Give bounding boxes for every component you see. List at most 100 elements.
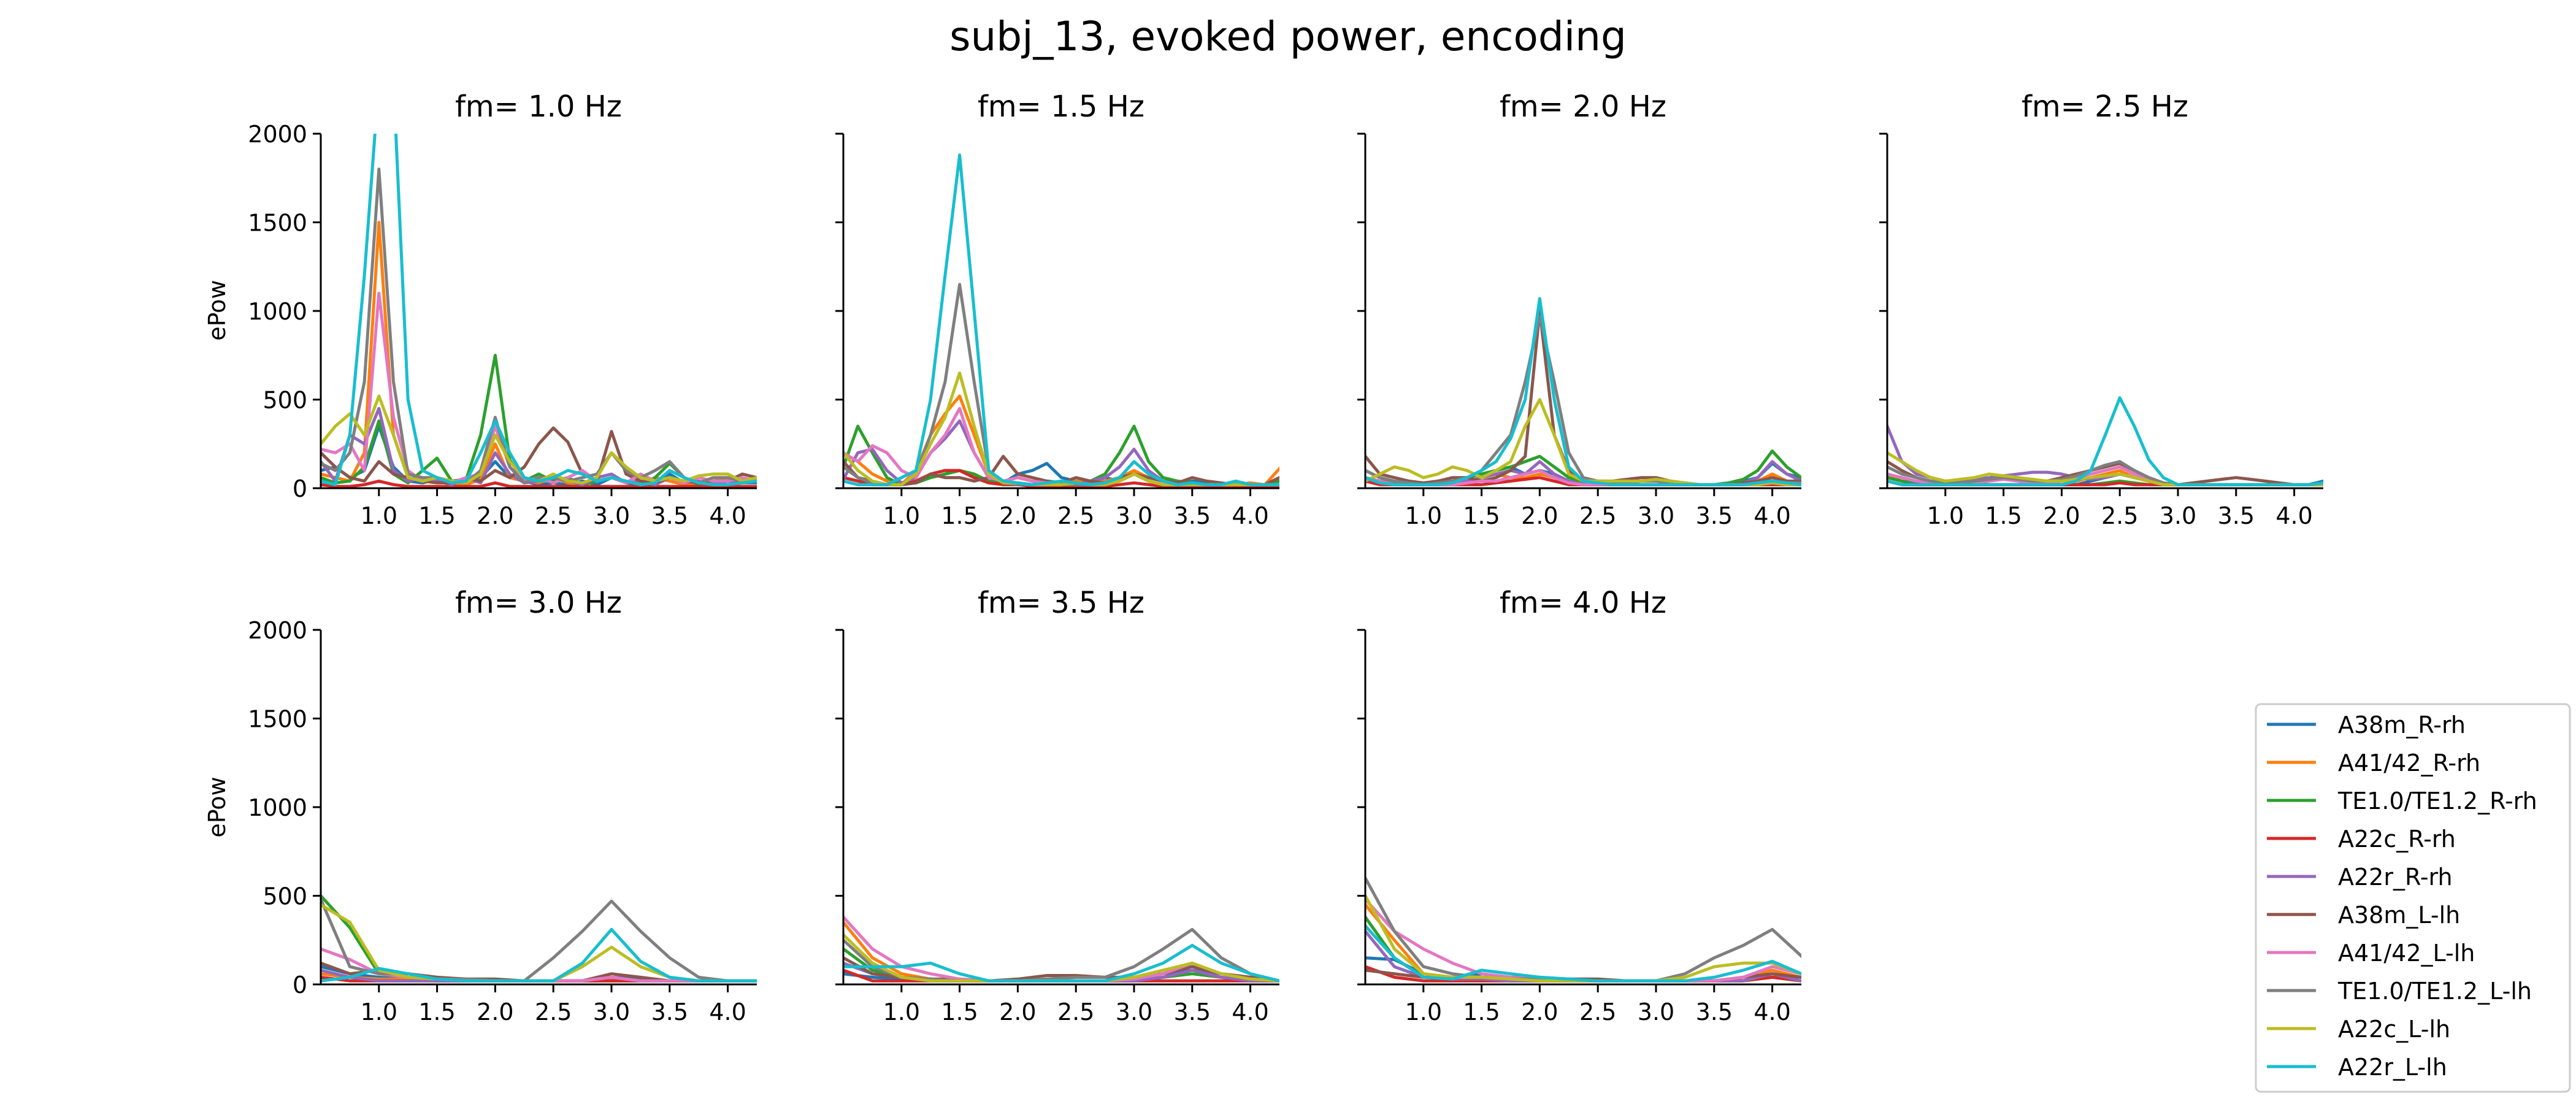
series-line	[1365, 297, 1801, 486]
series-line	[1365, 398, 1801, 486]
y-tick-label: 2000	[248, 121, 307, 148]
axes: 1.0 1.5 2.0 2.5 3.0 3.5 4.0	[835, 629, 1279, 1025]
series-line	[843, 394, 1279, 486]
series-lines	[1887, 396, 2323, 486]
axes: 1.0 1.5 2.0 2.5 3.0 3.5 4.0	[1357, 132, 1801, 529]
subplot-fm-2-0: fm= 2.0 Hz 1.0 1.5 2.0 2.5 3.0 3.5 4.0	[1357, 90, 1801, 529]
series-line	[1365, 309, 1801, 486]
x-tick-label: 1.0	[361, 999, 397, 1025]
x-tick-label: 2.5	[1057, 502, 1094, 529]
subplot-title: fm= 2.5 Hz	[2022, 90, 2188, 124]
x-tick-label: 2.0	[477, 502, 513, 529]
series-line	[843, 943, 1279, 983]
series-lines	[843, 153, 1279, 488]
x-tick-label: 1.0	[1405, 999, 1442, 1025]
x-tick-label: 1.0	[883, 502, 920, 529]
series-lines	[843, 914, 1279, 983]
y-tick-label: 1500	[248, 706, 307, 733]
x-tick-label: 1.0	[1405, 502, 1442, 529]
x-tick-label: 3.0	[1116, 999, 1152, 1025]
x-tick-label: 4.0	[1232, 999, 1268, 1025]
series-line	[321, 947, 757, 983]
x-tick-label: 3.5	[2218, 502, 2255, 529]
series-lines	[1365, 876, 1801, 983]
axes: 0 500 1000 1500 2000 1.0 1.5 2.0 2.5 3.0 3.5 4.0	[248, 121, 757, 529]
series-lines	[321, 134, 757, 488]
legend-frame	[2255, 703, 2571, 1093]
x-tick-label: 1.5	[1463, 999, 1500, 1025]
x-tick-label: 3.0	[1638, 502, 1674, 529]
series-line	[1365, 315, 1801, 486]
x-tick-label: 2.0	[1521, 502, 1558, 529]
x-tick-label: 2.5	[2101, 502, 2138, 529]
x-tick-label: 4.0	[709, 999, 746, 1025]
x-tick-label: 3.5	[651, 999, 688, 1025]
axes: 1.0 1.5 2.0 2.5 3.0 3.5 4.0	[835, 132, 1279, 529]
x-tick-label: 3.5	[651, 502, 688, 529]
x-tick-label: 3.0	[1638, 999, 1674, 1025]
x-tick-label: 1.0	[883, 999, 920, 1025]
series-lines	[321, 893, 757, 983]
x-tick-label: 3.5	[1174, 502, 1211, 529]
x-tick-label: 2.0	[1521, 999, 1558, 1025]
series-line	[321, 479, 757, 488]
series-line	[1887, 396, 2323, 486]
series-line	[321, 353, 757, 486]
x-tick-label: 3.0	[1116, 502, 1152, 529]
x-tick-label: 4.0	[709, 502, 746, 529]
legend-label: A41/42_R-rh	[2338, 749, 2480, 776]
x-tick-label: 4.0	[2275, 502, 2312, 529]
x-tick-label: 2.5	[535, 502, 572, 529]
x-tick-label: 2.5	[535, 999, 572, 1025]
legend-label: A38m_L-lh	[2338, 902, 2460, 929]
x-tick-label: 2.0	[477, 999, 513, 1025]
legend-label: A38m_R-rh	[2338, 711, 2466, 738]
subplot-fm-1-0: fm= 1.0 Hz ePow 0 500 1000 1500 2000 1.0 1.5 2.…	[204, 90, 757, 529]
y-axis-label: ePow	[204, 776, 231, 837]
subplot-title: fm= 1.0 Hz	[455, 90, 622, 124]
axes: 1.0 1.5 2.0 2.5 3.0 3.5 4.0	[1357, 629, 1801, 1025]
subplot-fm-3-5: fm= 3.5 Hz 1.0 1.5 2.0 2.5 3.0 3.5 4.0	[835, 586, 1279, 1025]
x-tick-label: 1.5	[941, 999, 978, 1025]
y-tick-label: 1000	[248, 794, 307, 821]
series-line	[321, 927, 757, 983]
subplot-title: fm= 3.0 Hz	[455, 586, 622, 620]
y-tick-label: 1500	[248, 210, 307, 237]
legend-label: A22c_R-rh	[2338, 826, 2456, 853]
y-tick-label: 2000	[248, 617, 307, 644]
subplot-fm-3-0: fm= 3.0 Hz ePow 0 500 1000 1500 2000 1.0 1.5 2.…	[204, 586, 757, 1025]
axes: 1.0 1.5 2.0 2.5 3.0 3.5 4.0	[1879, 132, 2323, 529]
series-line	[1365, 924, 1801, 983]
y-tick-label: 500	[263, 387, 307, 414]
x-tick-label: 2.5	[1579, 999, 1616, 1025]
x-tick-label: 1.5	[1463, 502, 1500, 529]
x-tick-label: 1.0	[361, 502, 397, 529]
legend-label: A22r_L-lh	[2338, 1054, 2447, 1081]
x-tick-label: 3.0	[2160, 502, 2196, 529]
x-tick-label: 4.0	[1754, 999, 1790, 1025]
legend-label: A22c_L-lh	[2338, 1016, 2450, 1043]
x-tick-label: 2.0	[999, 502, 1036, 529]
x-tick-label: 3.5	[1696, 999, 1733, 1025]
legend-label: TE1.0/TE1.2_R-rh	[2337, 788, 2537, 815]
x-tick-label: 2.5	[1057, 999, 1094, 1025]
subplot-title: fm= 2.0 Hz	[1500, 90, 1666, 124]
legend: A38m_R-rh A41/42_R-rh TE1.0/TE1.2_R-rh A22c…	[2255, 703, 2571, 1093]
x-tick-label: 3.5	[1174, 999, 1211, 1025]
y-tick-label: 1000	[248, 298, 307, 325]
x-tick-label: 2.0	[999, 999, 1036, 1025]
x-tick-label: 1.5	[418, 999, 455, 1025]
subplot-title: fm= 1.5 Hz	[978, 90, 1144, 124]
y-axis-label: ePow	[204, 280, 231, 340]
x-tick-label: 1.0	[1927, 502, 1964, 529]
subplot-fm-4-0: fm= 4.0 Hz 1.0 1.5 2.0 2.5 3.0 3.5 4.0	[1357, 586, 1801, 1025]
x-tick-label: 1.5	[418, 502, 455, 529]
x-tick-label: 3.0	[593, 999, 630, 1025]
legend-label: A22r_R-rh	[2338, 864, 2453, 891]
x-tick-label: 3.0	[593, 502, 630, 529]
series-lines	[1365, 297, 1801, 486]
subplot-title: fm= 4.0 Hz	[1500, 586, 1666, 620]
subplot-title: fm= 3.5 Hz	[978, 586, 1144, 620]
subplot-fm-1-5: fm= 1.5 Hz 1.0 1.5 2.0 2.5 3.0 3.5 4.0	[835, 90, 1279, 529]
series-line	[843, 283, 1279, 486]
